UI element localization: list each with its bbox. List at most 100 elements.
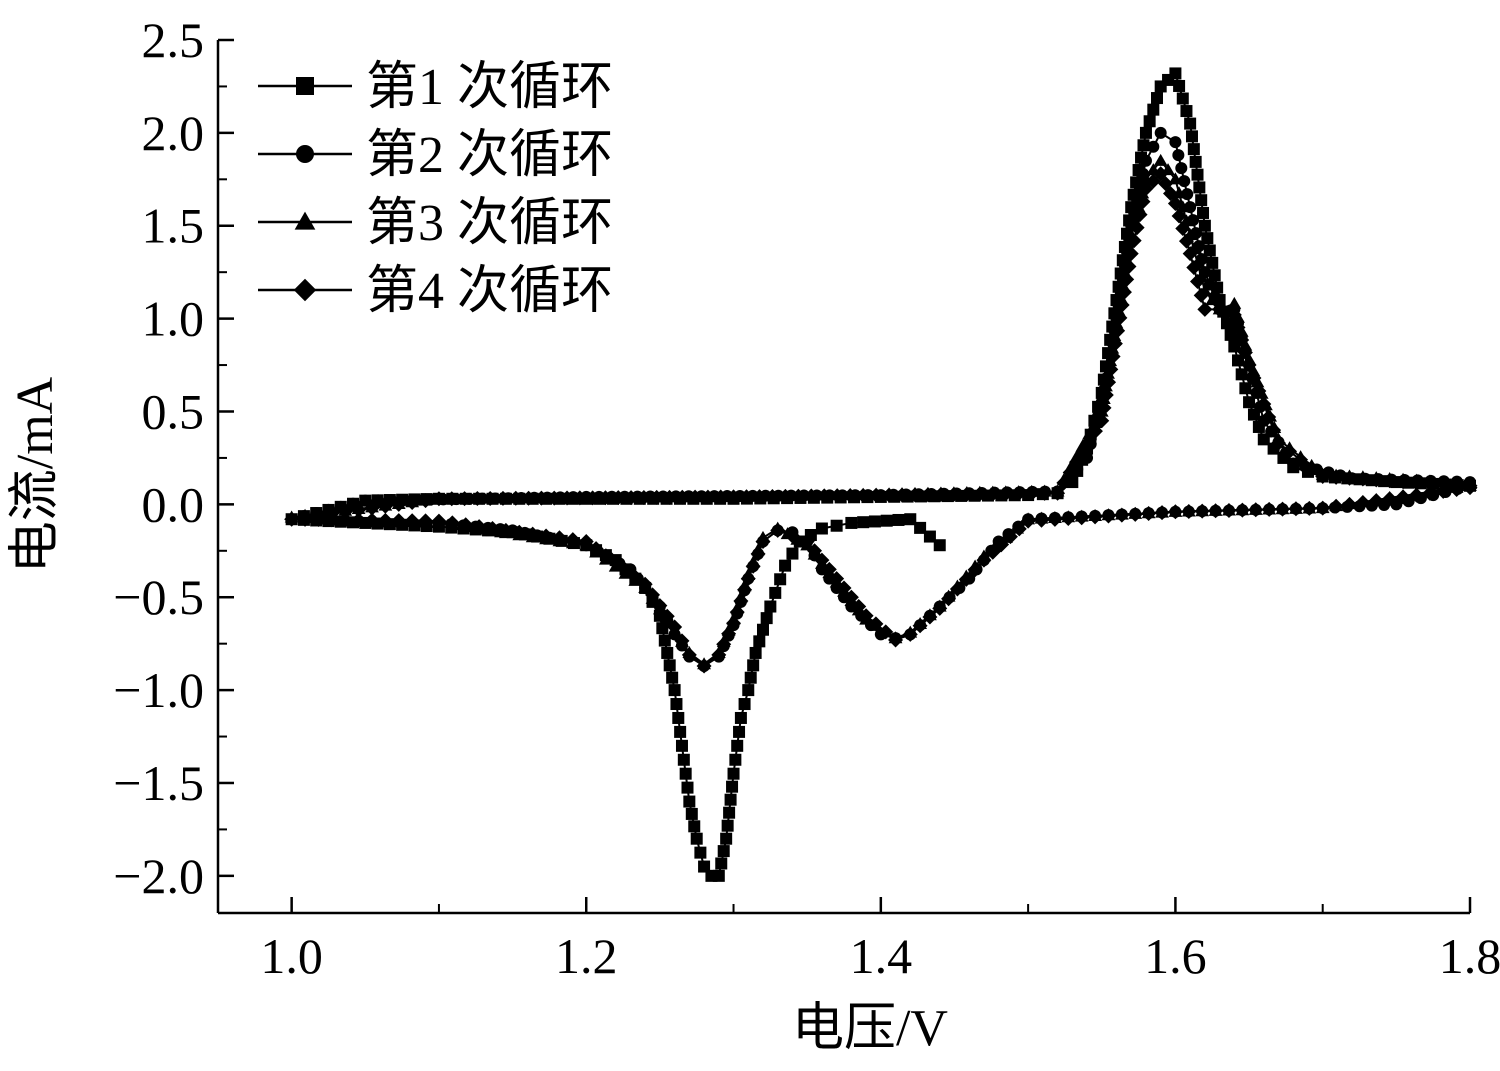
series-4-point [946, 486, 962, 502]
series-4-point [1234, 502, 1250, 518]
series-1-point [1193, 181, 1206, 194]
series-4-point [1069, 454, 1085, 470]
series-4-point [751, 489, 767, 505]
series-1-point [753, 635, 766, 648]
series-4-point [858, 608, 874, 624]
series-4-point [559, 490, 575, 506]
series-1-point [923, 530, 936, 543]
series-4-point [696, 658, 712, 674]
series-4-point [1462, 478, 1478, 494]
series-4-point [498, 522, 514, 538]
series-4-point [1011, 486, 1027, 502]
series-4-point [755, 534, 771, 550]
series-4-point [1248, 502, 1264, 518]
series-4-point [1368, 493, 1384, 509]
series-3-point [1153, 153, 1168, 166]
series-1-point [1235, 368, 1248, 381]
series-4-point [1103, 361, 1119, 377]
axes: 1.0 1.2 1.4 1.6 1.8 2.5 2.0 1.5 1.0 0.5 0.0 −0.5 −1.… [113, 12, 1500, 984]
series-1-point [749, 646, 762, 659]
series-4-point [894, 487, 910, 503]
series-2-point [359, 494, 372, 507]
series-4-point [588, 541, 604, 557]
series-4-point [836, 580, 852, 596]
series-4-point [1129, 220, 1145, 236]
series-1-point [1185, 130, 1198, 143]
legend-item-2: 第2 次循环 [258, 127, 613, 184]
series-2-point [1147, 140, 1160, 153]
series-4-point [674, 489, 690, 505]
series-4-point [351, 502, 367, 518]
legend-label: 第1 次循环 [366, 59, 613, 116]
series-4-point [1002, 529, 1018, 545]
series-4-point [1034, 512, 1050, 528]
series-4-point [458, 517, 474, 533]
series-4-point [1094, 413, 1110, 429]
series-1-point [723, 806, 736, 819]
series-1-point [690, 832, 703, 845]
series-4-point [444, 515, 460, 531]
series-1-point [715, 857, 728, 870]
series-4-point [868, 616, 884, 632]
series-4-point [814, 552, 830, 568]
series-1-point [661, 646, 674, 659]
series-4-point [623, 490, 639, 506]
series-1-point [658, 634, 671, 647]
series-1-point [1139, 126, 1152, 139]
series-4-point [608, 555, 624, 571]
series-1-point [688, 820, 701, 833]
y-tick-label: −1.5 [113, 755, 204, 811]
series-1-point [868, 515, 881, 528]
series-1-point [731, 739, 744, 752]
series-4-point [1167, 195, 1183, 211]
series-3-point [1109, 316, 1124, 329]
series-1-point [733, 725, 746, 738]
series-4-point [1315, 500, 1331, 516]
series-2-point [1154, 126, 1167, 139]
series-1-point [747, 659, 760, 672]
series-1-point [1169, 67, 1182, 80]
series-1-point [774, 573, 787, 586]
series-4-point [1234, 332, 1250, 348]
series-4-point [1422, 485, 1438, 501]
series-4-point [1246, 370, 1262, 386]
series-4-point [1056, 475, 1072, 491]
series-4-point [1087, 423, 1103, 439]
series-1-line [291, 71, 1471, 877]
y-tick-label: 0.0 [142, 476, 205, 532]
series-4-point [431, 513, 447, 529]
series-4-point [1408, 487, 1424, 503]
series-4-point [1208, 503, 1224, 519]
series-4-point [337, 504, 353, 520]
series-4-point [637, 576, 653, 592]
series-4-point [1288, 501, 1304, 517]
series-4-point [469, 491, 485, 507]
series-4-point [1422, 475, 1438, 491]
series-1-point [694, 846, 707, 859]
series-4-point [508, 490, 524, 506]
series-1-point [1208, 269, 1221, 282]
series-4-point [1181, 503, 1197, 519]
series-4-point [1328, 469, 1344, 485]
series-4-point [799, 534, 815, 550]
series-2-point [1172, 149, 1185, 162]
series-4-point [391, 513, 407, 529]
series-1-point [1197, 206, 1210, 219]
series-1-point [1232, 354, 1245, 367]
series-1-point [1198, 219, 1211, 232]
series-4-point [636, 489, 652, 505]
series-4-point [1107, 336, 1123, 352]
series-4-point [1237, 345, 1253, 361]
series-4-point [659, 608, 675, 624]
series-1-point [1176, 92, 1189, 105]
series-4-point [1355, 495, 1371, 511]
series-4-point [598, 548, 614, 564]
series-4-point [1171, 208, 1187, 224]
series-4-point [750, 546, 766, 562]
series-4-point [1190, 273, 1206, 289]
series-4-point [959, 486, 975, 502]
series-4-point [1435, 476, 1451, 492]
series-4-point [912, 618, 928, 634]
series-4-point [1098, 387, 1114, 403]
